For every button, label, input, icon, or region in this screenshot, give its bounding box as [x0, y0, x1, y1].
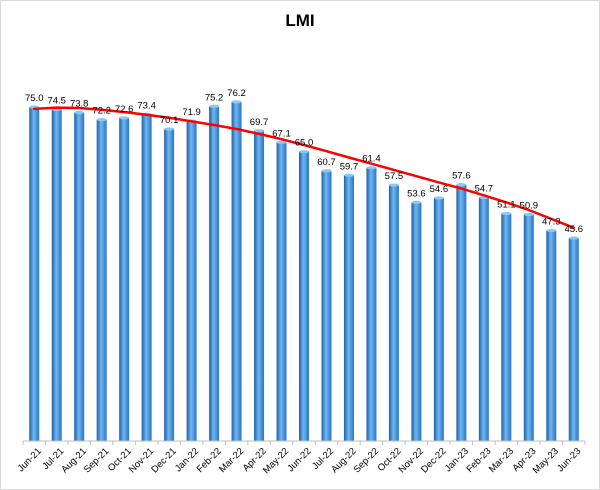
bar-cap-Jan-23	[456, 183, 467, 187]
data-label-Aug-22: 59.7	[340, 161, 359, 172]
bar-Apr-22	[254, 130, 265, 441]
bar-Feb-23	[478, 197, 489, 441]
bar-Dec-21	[164, 128, 175, 441]
data-label-Sep-22: 61.4	[362, 154, 381, 165]
x-tick-label-Dec-22: Dec-22	[419, 446, 448, 475]
bar-cap-May-23	[546, 228, 557, 233]
bar-Jul-21	[51, 109, 62, 441]
x-tick-label-Jun-21: Jun-21	[16, 446, 44, 474]
bar-Sep-22	[366, 167, 377, 441]
data-label-Jun-23: 45.6	[565, 224, 584, 235]
bar-cap-Dec-22	[433, 196, 444, 200]
bar-Jun-22	[299, 151, 309, 442]
bar-cap-Apr-23	[523, 212, 534, 217]
bar-cap-Jun-22	[299, 150, 309, 154]
bar-Mar-23	[501, 213, 512, 441]
bar-Aug-22	[343, 175, 354, 441]
data-label-Oct-22: 57.5	[385, 171, 404, 182]
data-label-Feb-23: 54.7	[475, 184, 494, 195]
bar-cap-Jun-23	[568, 236, 579, 240]
x-tick-label-Jun-23: Jun-23	[555, 446, 583, 474]
data-label-Nov-22: 53.6	[407, 188, 426, 199]
bar-cap-Jul-22	[321, 169, 332, 173]
data-label-May-22: 67.1	[272, 128, 291, 139]
data-label-Sep-21: 72.2	[92, 106, 111, 117]
bar-cap-Mar-23	[501, 211, 512, 216]
data-label-Jul-21: 74.5	[47, 95, 66, 106]
data-label-Feb-22: 75.2	[205, 92, 224, 103]
bar-cap-Feb-22	[209, 104, 220, 108]
bar-Jan-22	[186, 120, 197, 442]
bar-Oct-21	[119, 117, 130, 441]
data-label-Dec-22: 54.6	[430, 184, 449, 195]
x-tick-label-May-22: May-22	[261, 446, 291, 476]
bar-cap-Mar-22	[231, 100, 242, 104]
data-label-Aug-21: 73.8	[70, 99, 89, 110]
data-label-Dec-21: 70.1	[160, 115, 179, 126]
data-labels-layer: 75.0 74.5 73.872.2 72.6 73.4 70.171.9 75.2 76.2…	[25, 88, 583, 235]
data-label-Jun-22: 65.0	[295, 138, 314, 149]
bars-layer	[29, 100, 579, 442]
bar-cap-Oct-21	[119, 116, 130, 120]
bar-Jun-21	[29, 107, 40, 441]
bar-cap-Oct-22	[388, 183, 399, 187]
data-label-Nov-21: 73.4	[137, 100, 156, 111]
bar-cap-Dec-21	[164, 127, 175, 131]
bar-cap-Apr-22	[254, 129, 265, 133]
trend-line	[32, 106, 576, 230]
bar-Apr-23	[523, 214, 534, 441]
x-tick-label-Dec-21: Dec-21	[149, 446, 178, 475]
bar-Nov-22	[411, 202, 422, 441]
bar-Jan-23	[456, 184, 467, 442]
bar-Sep-21	[96, 119, 107, 441]
x-tick-label-Sep-21: Sep-21	[82, 446, 111, 475]
bar-May-22	[276, 142, 287, 441]
data-label-Jan-23: 57.6	[452, 171, 471, 182]
data-label-May-23: 47.3	[542, 216, 561, 227]
x-tick-label-May-23: May-23	[531, 446, 561, 476]
chart-title: LMI	[285, 11, 315, 30]
data-label-Jan-22: 71.9	[182, 107, 201, 118]
bar-Aug-21	[74, 112, 85, 441]
bar-May-23	[546, 230, 557, 441]
x-tick-label-Jun-22: Jun-22	[285, 446, 313, 474]
x-tick-label-Mar-23: Mar-23	[487, 446, 516, 475]
data-label-Apr-22: 69.7	[250, 117, 269, 128]
bar-cap-Sep-22	[366, 166, 377, 170]
data-label-Jun-21: 75.0	[25, 93, 44, 104]
x-axis: Jun-21Jul-21Aug-21Sep-21Oct-21Nov-21Dec-…	[16, 440, 586, 476]
data-label-Oct-21: 72.6	[115, 104, 134, 115]
x-tick-label-Sep-22: Sep-22	[352, 446, 381, 475]
bar-cap-Aug-21	[74, 110, 85, 115]
trend-line-layer	[32, 106, 576, 230]
bar-Oct-22	[388, 185, 399, 441]
data-label-Mar-23: 51.1	[497, 200, 516, 211]
bar-Jul-22	[321, 170, 332, 441]
bar-Dec-22	[433, 197, 444, 441]
bar-cap-Sep-21	[96, 118, 107, 122]
bar-Feb-22	[209, 106, 220, 441]
bar-cap-Aug-22	[343, 173, 354, 177]
bar-Mar-22	[231, 101, 242, 441]
x-tick-label-Mar-22: Mar-22	[217, 446, 246, 475]
data-label-Mar-22: 76.2	[227, 88, 246, 99]
bar-Nov-21	[141, 114, 152, 441]
data-label-Apr-23: 50.9	[520, 200, 539, 211]
bar-Jun-23	[568, 238, 579, 441]
bar-cap-May-22	[276, 140, 287, 144]
bar-cap-Nov-22	[411, 200, 422, 205]
data-label-Jul-22: 60.7	[317, 157, 336, 168]
